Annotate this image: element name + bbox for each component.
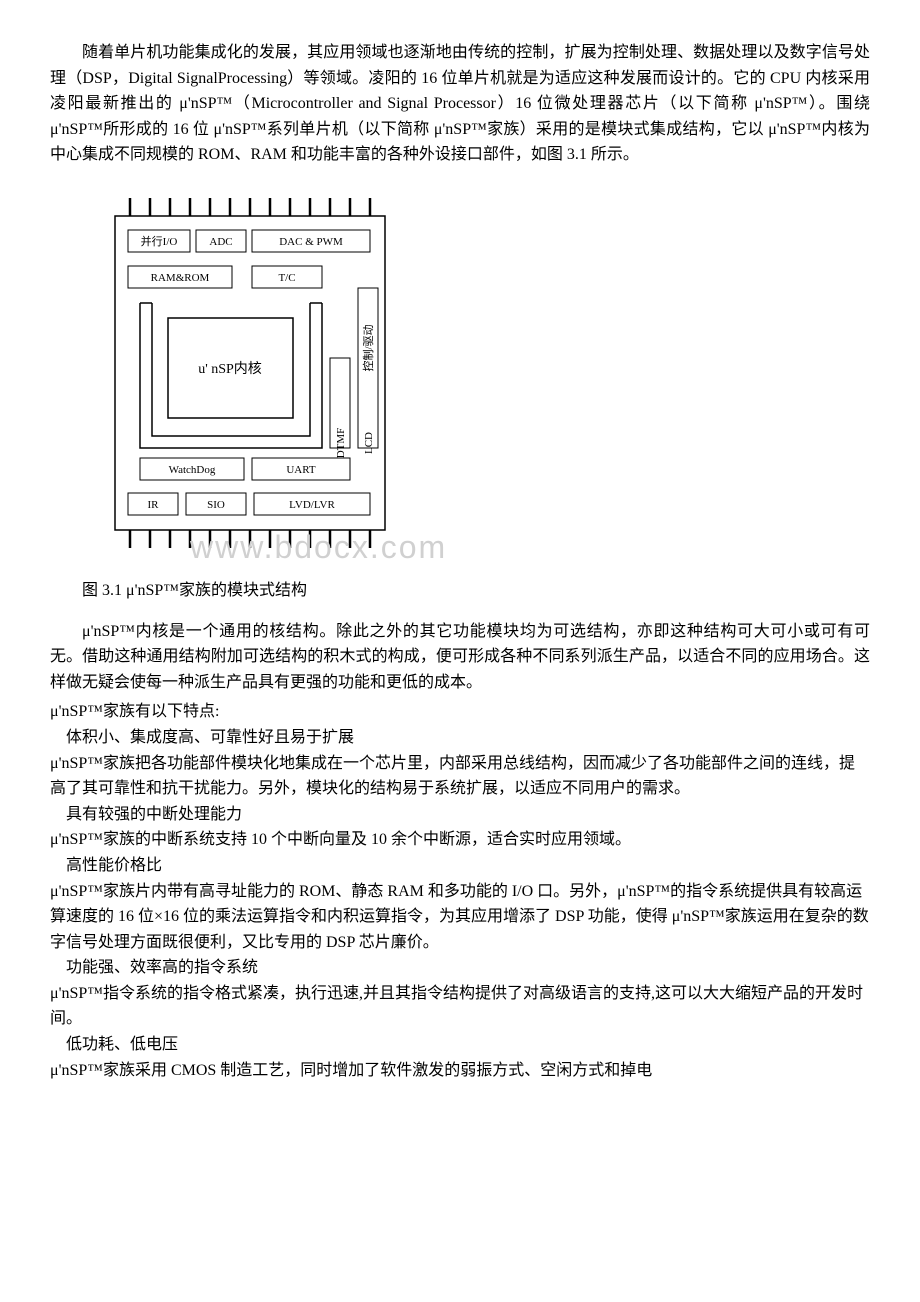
block-lcd: LCD: [363, 432, 375, 454]
chip-diagram: 并行I/O ADC DAC & PWM RAM&ROM T/C u' nSP内核: [100, 188, 400, 568]
block-uart: UART: [286, 464, 316, 476]
block-dtmf: DTMF: [335, 428, 347, 459]
block-dac-pwm: DAC & PWM: [279, 236, 343, 248]
feature4-body: μ'nSP™指令系统的指令格式紧凑，执行迅速,并且其指令结构提供了对高级语言的支…: [50, 981, 870, 1032]
figure-container: 并行I/O ADC DAC & PWM RAM&ROM T/C u' nSP内核: [100, 188, 420, 568]
feature5-title: 低功耗、低电压: [50, 1032, 870, 1058]
feature2-title: 具有较强的中断处理能力: [50, 802, 870, 828]
feature2-body: μ'nSP™家族的中断系统支持 10 个中断向量及 10 余个中断源，适合实时应…: [50, 827, 870, 853]
block-sio: SIO: [207, 499, 225, 511]
intro-paragraph: 随着单片机功能集成化的发展，其应用领域也逐渐地由传统的控制，扩展为控制处理、数据…: [50, 40, 870, 168]
para-core-description: μ'nSP™内核是一个通用的核结构。除此之外的其它功能模块均为可选结构，亦即这种…: [50, 619, 870, 696]
block-watchdog: WatchDog: [169, 464, 216, 476]
watermark: www.bdocx.com: [190, 522, 447, 573]
feature4-title: 功能强、效率高的指令系统: [50, 955, 870, 981]
feature1-body: μ'nSP™家族把各功能部件模块化地集成在一个芯片里，内部采用总线结构，因而减少…: [50, 751, 870, 802]
block-lcd-suffix: 控制/驱动: [361, 324, 375, 371]
block-ram-rom: RAM&ROM: [151, 272, 210, 284]
figure-caption: 图 3.1 μ'nSP™家族的模块式结构: [50, 578, 870, 604]
block-parallel-io: 并行I/O: [141, 234, 178, 248]
feature5-body: μ'nSP™家族采用 CMOS 制造工艺，同时增加了软件激发的弱振方式、空闲方式…: [50, 1058, 870, 1084]
block-lvd-lvr: LVD/LVR: [289, 499, 335, 511]
top-pins: [130, 198, 370, 216]
block-tc: T/C: [278, 272, 295, 284]
block-adc: ADC: [209, 236, 232, 248]
family-features-intro: μ'nSP™家族有以下特点:: [50, 699, 870, 725]
feature1-title: 体积小、集成度高、可靠性好且易于扩展: [50, 725, 870, 751]
feature3-title: 高性能价格比: [50, 853, 870, 879]
block-ir: IR: [148, 499, 160, 511]
block-core: u' nSP内核: [198, 361, 262, 377]
feature3-body: μ'nSP™家族片内带有高寻址能力的 ROM、静态 RAM 和多功能的 I/O …: [50, 879, 870, 956]
